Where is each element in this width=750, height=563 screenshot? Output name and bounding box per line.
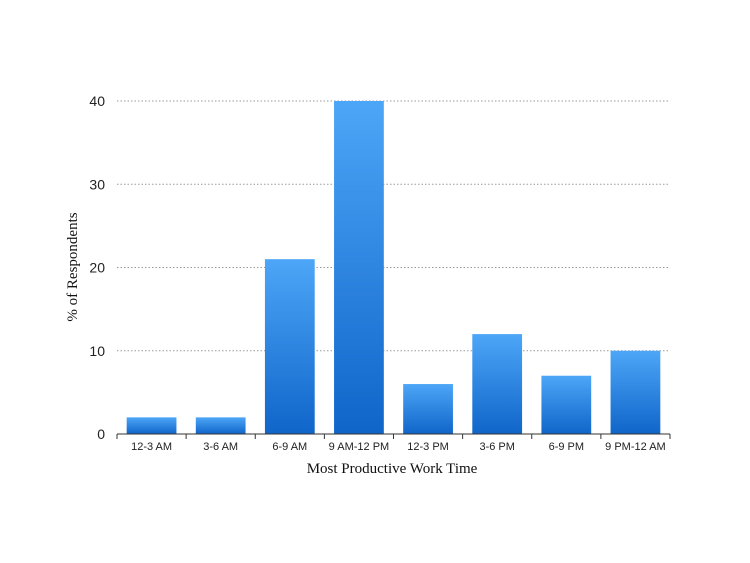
bar [541, 375, 592, 434]
y-tick-label: 0 [97, 426, 105, 442]
x-tick-label: 3-6 AM [203, 441, 238, 453]
bar [334, 101, 384, 434]
bar [126, 417, 177, 434]
y-tick-label: 20 [89, 260, 105, 276]
y-tick-label: 40 [89, 93, 105, 109]
gridlines [117, 100, 670, 352]
bar [264, 259, 315, 434]
x-tick-label: 12-3 PM [407, 441, 449, 453]
x-tick-label: 12-3 AM [131, 441, 172, 453]
x-tick-label: 6-9 AM [272, 441, 307, 453]
bar [610, 350, 661, 434]
y-tick-label: 30 [89, 176, 105, 192]
x-axis-ticks: 12-3 AM 3-6 AM 6-9 AM 9 AM-12 PM 12-3 PM 3-6 … [116, 434, 671, 453]
x-axis-title: Most Productive Work Time [307, 461, 478, 477]
x-tick-label: 6-9 PM [549, 441, 584, 453]
bar [195, 417, 246, 434]
y-tick-label: 10 [89, 343, 105, 359]
x-tick-label: 3-6 PM [479, 441, 514, 453]
x-tick-label: 9 PM-12 AM [605, 441, 666, 453]
bar [403, 384, 453, 434]
x-tick-label: 9 AM-12 PM [329, 441, 390, 453]
bar [472, 334, 523, 434]
y-axis-title: % of Respondents [65, 212, 81, 321]
y-axis-ticks: 0 10 20 30 40 [89, 93, 105, 442]
bars [126, 101, 661, 434]
